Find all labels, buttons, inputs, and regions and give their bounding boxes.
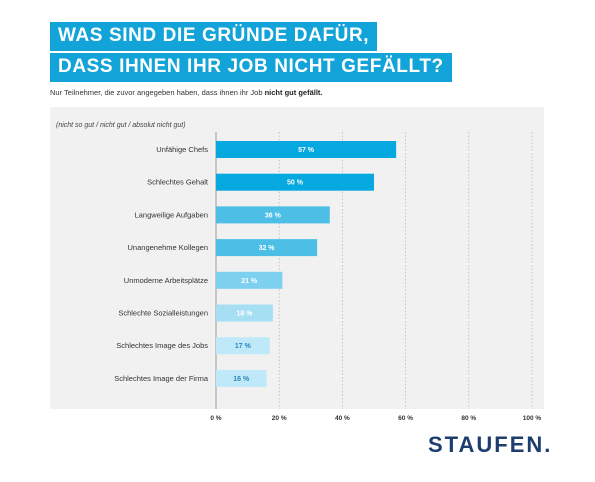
category-label: Langweilige Aufgaben <box>135 210 208 219</box>
x-tick-label: 0 % <box>210 415 221 422</box>
bar <box>216 173 374 191</box>
subtitle-text: Nur Teilnehmer, die zuvor angegeben habe… <box>50 88 265 97</box>
x-axis: 0 % 20 % 40 % 60 % 80 % 100 % <box>210 415 542 422</box>
category-label: Schlechte Sozialleistungen <box>118 309 208 318</box>
x-tick-label: 40 % <box>335 415 350 422</box>
bar <box>216 369 267 387</box>
bar <box>216 271 283 289</box>
bar-value-label: 57 % <box>298 147 315 154</box>
category-header: (nicht so gut / nicht gut / absolut nich… <box>56 122 186 129</box>
x-tick-label: 20 % <box>272 415 287 422</box>
bar-value-label: 32 % <box>259 245 276 252</box>
bar-value-label: 16 % <box>233 376 250 383</box>
category-label: Unangenehme Kollegen <box>128 243 208 252</box>
category-label: Unmoderne Arbeitsplätze <box>124 276 208 285</box>
bar <box>216 337 270 355</box>
x-tick-label: 80 % <box>461 415 476 422</box>
x-tick-label: 60 % <box>398 415 413 422</box>
category-label: Schlechtes Gehalt <box>147 178 209 187</box>
bar-value-label: 17 % <box>235 343 252 350</box>
category-label: Schlechtes Image der Firma <box>114 374 209 383</box>
bar-value-label: 50 % <box>287 180 304 187</box>
bar <box>216 239 318 257</box>
x-tick-label: 100 % <box>523 415 542 422</box>
chart-panel: (nicht so gut / nicht gut / absolut nich… <box>50 107 544 409</box>
bar <box>216 206 330 224</box>
title-line-2: DASS IHNEN IHR JOB NICHT GEFÄLLT? <box>50 53 452 82</box>
subtitle-emphasis: nicht gut gefällt. <box>264 88 323 97</box>
subtitle: Nur Teilnehmer, die zuvor angegeben habe… <box>50 88 323 97</box>
bar-value-label: 21 % <box>241 278 258 285</box>
category-label: Schlechtes Image des Jobs <box>116 341 208 350</box>
bar-value-label: 36 % <box>265 212 282 219</box>
bar <box>216 141 397 158</box>
category-label: Unfähige Chefs <box>156 145 208 154</box>
bar-chart: (nicht so gut / nicht gut / absolut nich… <box>56 122 533 409</box>
title-line-1: WAS SIND DIE GRÜNDE DAFÜR, <box>50 22 378 51</box>
bar <box>216 304 273 322</box>
bar-value-label: 18 % <box>236 311 253 318</box>
staufen-logo: STAUFEN. <box>428 432 553 457</box>
